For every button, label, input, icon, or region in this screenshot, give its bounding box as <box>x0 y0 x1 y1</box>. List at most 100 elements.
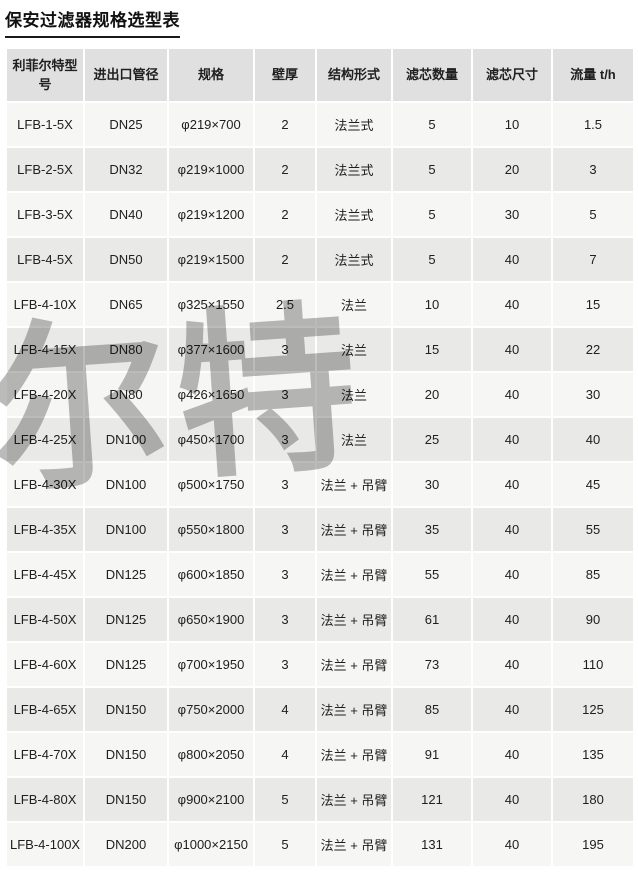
table-cell: 55 <box>393 553 471 596</box>
table-cell: 35 <box>393 508 471 551</box>
table-cell: LFB-4-50X <box>7 598 83 641</box>
table-cell: φ377×1600 <box>169 328 253 371</box>
table-cell: 5 <box>255 823 315 866</box>
table-cell: 法兰 <box>317 373 391 416</box>
table-cell: 180 <box>553 778 633 821</box>
table-cell: DN40 <box>85 193 167 236</box>
table-cell: 20 <box>393 373 471 416</box>
table-cell: 55 <box>553 508 633 551</box>
table-cell: 法兰 <box>317 283 391 326</box>
table-row: LFB-4-50X DN125 φ650×1900 3 法兰 + 吊臂 61 40 90 <box>7 598 633 641</box>
table-cell: 3 <box>255 373 315 416</box>
table-cell: DN100 <box>85 418 167 461</box>
table-cell: φ325×1550 <box>169 283 253 326</box>
table-row: LFB-4-60X DN125 φ700×1950 3 法兰 + 吊臂 73 40 110 <box>7 643 633 686</box>
table-cell: LFB-4-30X <box>7 463 83 506</box>
table-cell: 40 <box>473 328 551 371</box>
table-cell: 5 <box>553 193 633 236</box>
table-cell: 40 <box>473 733 551 776</box>
table-row: LFB-1-5X DN25 φ219×700 2 法兰式 5 10 1.5 <box>7 103 633 146</box>
table-cell: φ900×2100 <box>169 778 253 821</box>
table-cell: 3 <box>255 328 315 371</box>
table-cell: DN150 <box>85 733 167 776</box>
table-cell: LFB-4-45X <box>7 553 83 596</box>
table-cell: 125 <box>553 688 633 731</box>
table-cell: 法兰 <box>317 418 391 461</box>
table-cell: φ750×2000 <box>169 688 253 731</box>
table-cell: 30 <box>393 463 471 506</box>
table-header-row: 利菲尔特型号 进出口管径 规格 壁厚 结构形式 滤芯数量 滤芯尺寸 流量 t/h <box>7 49 633 101</box>
table-cell: φ1000×2150 <box>169 823 253 866</box>
column-header: 进出口管径 <box>85 49 167 101</box>
table-cell: LFB-2-5X <box>7 148 83 191</box>
table-cell: 3 <box>553 148 633 191</box>
table-row: LFB-4-15X DN80 φ377×1600 3 法兰 15 40 22 <box>7 328 633 371</box>
table-cell: 3 <box>255 418 315 461</box>
table-cell: LFB-1-5X <box>7 103 83 146</box>
table-row: LFB-4-5X DN50 φ219×1500 2 法兰式 5 40 7 <box>7 238 633 281</box>
table-cell: 法兰 <box>317 328 391 371</box>
table-cell: 131 <box>393 823 471 866</box>
table-cell: 40 <box>473 823 551 866</box>
table-cell: DN50 <box>85 238 167 281</box>
table-cell: 40 <box>553 418 633 461</box>
table-row: LFB-4-45X DN125 φ600×1850 3 法兰 + 吊臂 55 40 85 <box>7 553 633 596</box>
column-header: 滤芯数量 <box>393 49 471 101</box>
table-cell: 7 <box>553 238 633 281</box>
table-cell: 法兰 + 吊臂 <box>317 688 391 731</box>
table-cell: 40 <box>473 283 551 326</box>
table-cell: DN200 <box>85 823 167 866</box>
table-cell: 法兰 + 吊臂 <box>317 463 391 506</box>
table-cell: DN65 <box>85 283 167 326</box>
table-cell: 40 <box>473 238 551 281</box>
table-cell: 法兰式 <box>317 193 391 236</box>
table-cell: 2.5 <box>255 283 315 326</box>
table-cell: 法兰式 <box>317 148 391 191</box>
table-cell: 40 <box>473 643 551 686</box>
table-cell: 135 <box>553 733 633 776</box>
table-row: LFB-4-80X DN150 φ900×2100 5 法兰 + 吊臂 121 40 180 <box>7 778 633 821</box>
table-row: LFB-4-65X DN150 φ750×2000 4 法兰 + 吊臂 85 40 125 <box>7 688 633 731</box>
table-cell: 3 <box>255 463 315 506</box>
table-cell: 73 <box>393 643 471 686</box>
table-cell: LFB-3-5X <box>7 193 83 236</box>
table-cell: φ219×1500 <box>169 238 253 281</box>
table-cell: LFB-4-10X <box>7 283 83 326</box>
table-cell: 85 <box>393 688 471 731</box>
table-cell: 91 <box>393 733 471 776</box>
table-cell: φ600×1850 <box>169 553 253 596</box>
table-cell: 2 <box>255 238 315 281</box>
table-cell: φ500×1750 <box>169 463 253 506</box>
table-cell: 法兰 + 吊臂 <box>317 598 391 641</box>
table-cell: LFB-4-5X <box>7 238 83 281</box>
table-cell: 3 <box>255 643 315 686</box>
table-cell: 40 <box>473 598 551 641</box>
table-cell: LFB-4-100X <box>7 823 83 866</box>
table-cell: 2 <box>255 193 315 236</box>
table-cell: LFB-4-80X <box>7 778 83 821</box>
table-cell: 法兰 + 吊臂 <box>317 643 391 686</box>
spec-table: 利菲尔特型号 进出口管径 规格 壁厚 结构形式 滤芯数量 滤芯尺寸 流量 t/h LFB-1-… <box>5 47 635 868</box>
spec-table-container: 利菲尔特型号 进出口管径 规格 壁厚 结构形式 滤芯数量 滤芯尺寸 流量 t/h LFB-1-… <box>0 47 635 868</box>
column-header: 规格 <box>169 49 253 101</box>
table-cell: φ800×2050 <box>169 733 253 776</box>
table-cell: φ650×1900 <box>169 598 253 641</box>
table-cell: 3 <box>255 508 315 551</box>
table-cell: DN150 <box>85 688 167 731</box>
column-header: 结构形式 <box>317 49 391 101</box>
column-header: 滤芯尺寸 <box>473 49 551 101</box>
table-cell: DN125 <box>85 598 167 641</box>
table-cell: 40 <box>473 688 551 731</box>
table-cell: DN80 <box>85 373 167 416</box>
table-cell: 45 <box>553 463 633 506</box>
table-cell: LFB-4-65X <box>7 688 83 731</box>
table-row: LFB-4-70X DN150 φ800×2050 4 法兰 + 吊臂 91 40 135 <box>7 733 633 776</box>
table-cell: φ700×1950 <box>169 643 253 686</box>
table-cell: DN100 <box>85 463 167 506</box>
table-cell: 4 <box>255 733 315 776</box>
table-cell: 121 <box>393 778 471 821</box>
table-cell: φ219×1200 <box>169 193 253 236</box>
table-cell: 20 <box>473 148 551 191</box>
table-cell: 1.5 <box>553 103 633 146</box>
